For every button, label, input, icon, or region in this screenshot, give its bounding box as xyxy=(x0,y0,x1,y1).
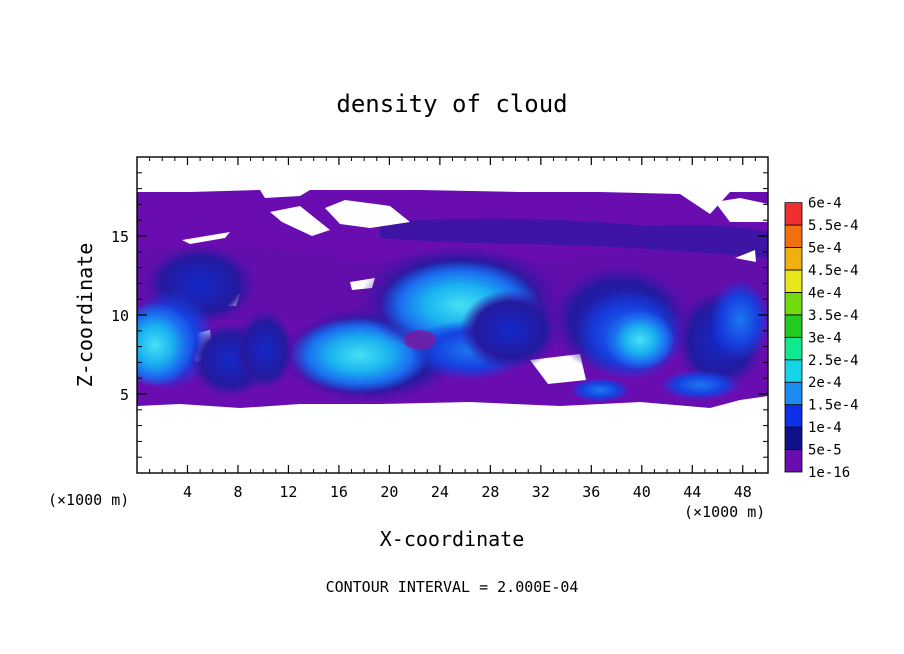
colorbar-swatch xyxy=(784,426,803,450)
colorbar-swatch xyxy=(784,336,803,361)
colorbar-label: 6e-4 xyxy=(808,196,842,212)
colorbar-swatch xyxy=(784,314,803,338)
colorbar-label: 1.5e-4 xyxy=(808,398,859,414)
x-ticks: 4 8 12 16 20 24 28 32 36 40 44 48 xyxy=(149,157,756,501)
x-tick-label: 12 xyxy=(279,483,297,501)
colorbar-label: 2e-4 xyxy=(808,375,842,391)
colorbar-swatch xyxy=(784,449,803,473)
colorbar-label: 2.5e-4 xyxy=(808,353,859,369)
colorbar-label: 4.5e-4 xyxy=(808,263,859,279)
x-tick-label: 20 xyxy=(380,483,398,501)
x-tick-label: 40 xyxy=(633,483,651,501)
colorbar: 1e-16 5e-5 1e-4 1.5e-4 2e-4 2.5e-4 3e-4 3.5e-4 4… xyxy=(784,196,859,481)
plot-area xyxy=(137,157,768,473)
colorbar-swatch xyxy=(784,359,803,383)
y-ticks: 5 10 15 xyxy=(111,172,768,458)
x-tick-label: 28 xyxy=(481,483,499,501)
chart-title: density of cloud xyxy=(336,90,567,118)
colorbar-swatch xyxy=(784,202,803,226)
x-tick-label: 32 xyxy=(532,483,550,501)
contour-interval-note: CONTOUR INTERVAL = 2.000E-04 xyxy=(326,578,579,596)
colorbar-label: 3e-4 xyxy=(808,330,842,346)
colorbar-label: 5e-4 xyxy=(808,241,842,257)
colorbar-label: 3.5e-4 xyxy=(808,308,859,324)
y-tick-label: 10 xyxy=(111,307,129,325)
y-axis-label: Z-coordinate xyxy=(73,243,97,388)
x-unit-left: (×1000 m) xyxy=(48,491,129,509)
colorbar-swatch xyxy=(784,291,803,316)
y-tick-label: 15 xyxy=(111,228,129,246)
x-tick-label: 16 xyxy=(330,483,348,501)
colorbar-label: 5.5e-4 xyxy=(808,218,859,234)
colorbar-swatch xyxy=(784,404,803,428)
x-tick-label: 24 xyxy=(431,483,449,501)
colorbar-swatch xyxy=(784,247,803,271)
colorbar-label: 1e-16 xyxy=(808,465,850,481)
colorbar-label: 5e-5 xyxy=(808,443,842,459)
colorbar-label: 1e-4 xyxy=(808,420,842,436)
x-tick-label: 48 xyxy=(734,483,752,501)
colorbar-label: 4e-4 xyxy=(808,285,842,301)
colorbar-swatch xyxy=(784,269,803,293)
x-tick-label: 8 xyxy=(233,483,242,501)
y-tick-label: 5 xyxy=(120,386,129,404)
x-tick-label: 36 xyxy=(582,483,600,501)
colorbar-swatch xyxy=(784,224,803,248)
x-unit-right: (×1000 m) xyxy=(684,503,765,521)
colorbar-swatch xyxy=(784,381,803,406)
x-tick-label: 44 xyxy=(683,483,701,501)
x-axis-label: X-coordinate xyxy=(380,527,525,551)
x-tick-label: 4 xyxy=(183,483,192,501)
